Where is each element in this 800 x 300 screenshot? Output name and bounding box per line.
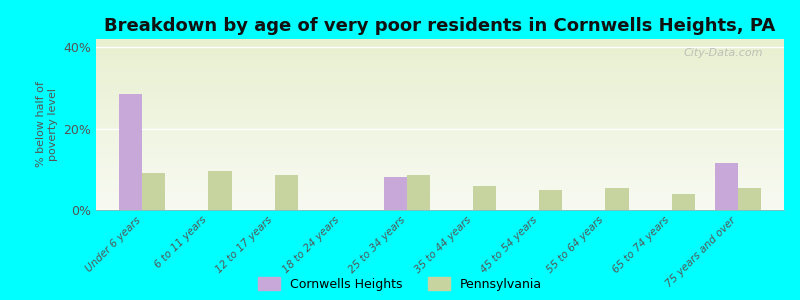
Bar — [671, 194, 694, 210]
Bar — [142, 173, 166, 210]
Bar — [714, 163, 738, 210]
Bar — [473, 186, 496, 210]
Bar — [209, 171, 232, 210]
Y-axis label: % below half of
poverty level: % below half of poverty level — [36, 82, 58, 167]
Legend: Cornwells Heights, Pennsylvania: Cornwells Heights, Pennsylvania — [258, 277, 542, 291]
Bar — [539, 190, 562, 210]
Bar — [384, 177, 407, 210]
Bar — [738, 188, 761, 210]
Bar — [407, 176, 430, 210]
Bar — [274, 176, 298, 210]
Text: City-Data.com: City-Data.com — [684, 48, 763, 58]
Bar — [606, 188, 629, 210]
Bar — [119, 94, 142, 210]
Title: Breakdown by age of very poor residents in Cornwells Heights, PA: Breakdown by age of very poor residents … — [104, 17, 776, 35]
